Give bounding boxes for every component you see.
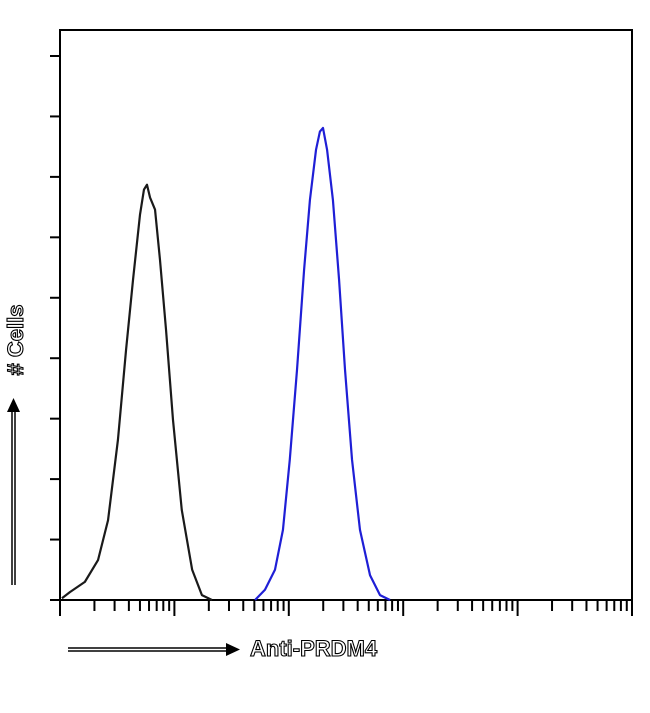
x-arrow [68, 643, 240, 656]
x-axis-label: Anti-PRDM4 [250, 636, 378, 661]
y-axis-label: # Cells [3, 305, 28, 376]
plot-frame [59, 29, 633, 601]
histogram-line [254, 126, 391, 601]
y-arrow [7, 398, 20, 585]
histogram-line [61, 183, 213, 601]
